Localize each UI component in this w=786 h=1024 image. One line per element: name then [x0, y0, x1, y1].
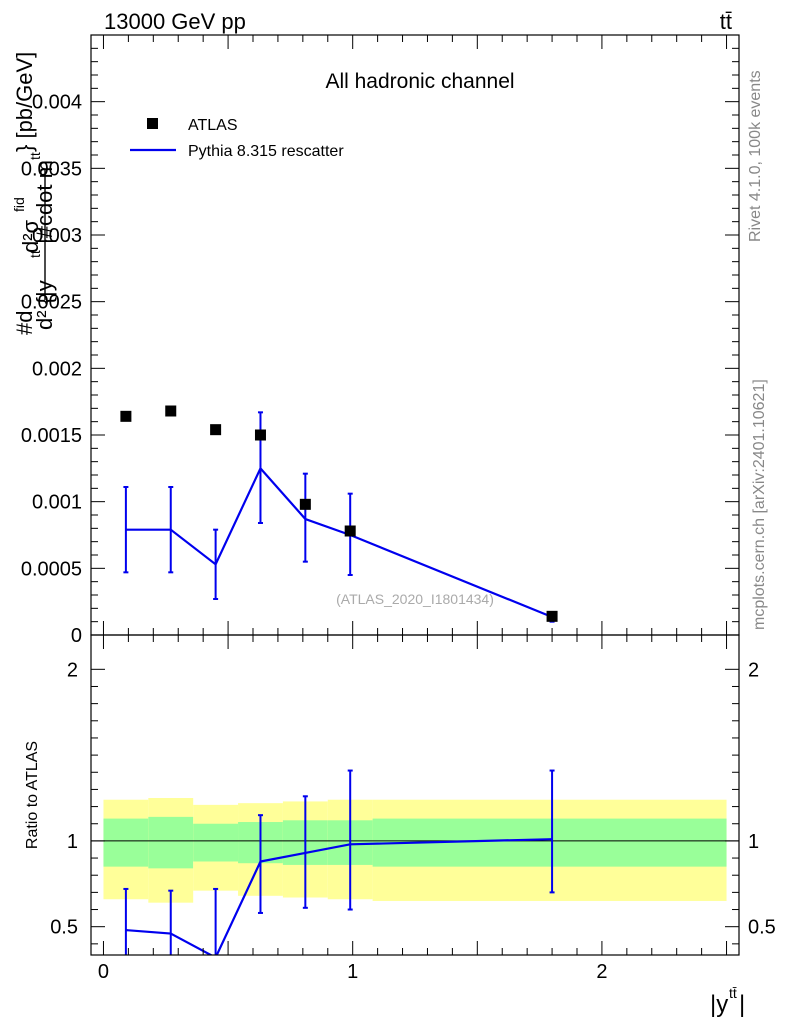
y-tick-label-main: 0.004 [32, 92, 82, 114]
x-label-main: |y [710, 991, 728, 1018]
y-tick-label-main: 0.001 [32, 492, 82, 514]
y-tick-label-ratio-right: 1 [748, 831, 759, 853]
y-label-denominator-tail: |#cdot m [32, 160, 57, 244]
y-tick-label-main: 0 [71, 625, 82, 647]
legend-atlas-marker [147, 118, 158, 129]
atlas-data-point [254, 429, 266, 441]
y-label-denominator: d² {|y [32, 280, 57, 330]
y-tick-label-ratio-right: 2 [748, 659, 759, 681]
ratio-y-axis-label: Ratio to ATLAS [24, 741, 41, 849]
ratio-band-inner [193, 823, 239, 862]
ratio-band-inner [103, 818, 149, 867]
y-tick-label-main: 0.0035 [21, 158, 82, 180]
y-tick-label-ratio: 2 [67, 659, 78, 681]
atlas-data-point [546, 610, 558, 622]
atlas-data-point [120, 410, 132, 422]
legend-pythia-label: Pythia 8.315 rescatter [188, 143, 344, 160]
main-plot-area [120, 405, 558, 623]
axes: 0 1 200.00050.0010.00150.0020.00250.0030.0… [21, 34, 776, 983]
y-label-numerator-sup: fid [11, 197, 27, 212]
atlas-data-point [299, 498, 311, 510]
energy-label: 13000 GeV pp [104, 9, 246, 34]
ratio-plot-area [123, 769, 555, 955]
process-label: tt̄ [720, 9, 732, 34]
ratio-frame [90, 634, 740, 956]
ratio-band-inner [148, 816, 194, 869]
x-tick-label: 0 [98, 961, 109, 983]
ratio-uncertainty-bands [103, 798, 727, 903]
rivet-label: Rivet 4.1.0, 100k events [747, 70, 764, 242]
y-tick-label-main: 0.0015 [21, 425, 82, 447]
atlas-data-point [344, 525, 356, 537]
atlas-data-point [165, 405, 177, 417]
y-label-numerator: d²σ [18, 219, 43, 253]
y-label-denominator-sup: tt [27, 250, 43, 258]
legend-atlas-label: ATLAS [188, 117, 238, 134]
y-label-denominator-tail-sup: tt [27, 152, 43, 160]
y-tick-label-ratio: 0.5 [50, 917, 78, 939]
x-axis-label: |y tt̄ | [710, 985, 745, 1018]
x-label-sup: tt̄ [729, 985, 737, 1001]
analysis-watermark: (ATLAS_2020_I1801434) [336, 591, 494, 607]
y-label-prefix: #d [12, 311, 37, 335]
atlas-data-point [210, 424, 222, 436]
x-label-tail: | [739, 991, 745, 1018]
y-label-suffix: } [pb/GeV] [12, 52, 37, 152]
legend: ATLAS Pythia 8.315 rescatter [130, 117, 344, 160]
chart-title: All hadronic channel [325, 70, 514, 93]
main-y-axis-label: #d d²σ fid d² {|y tt |#cdot m tt } [pb/G… [11, 52, 57, 335]
x-tick-label: 1 [347, 961, 358, 983]
x-tick-label: 2 [596, 961, 607, 983]
y-tick-label-main: 0.002 [32, 358, 82, 380]
y-tick-label-main: 0.0005 [21, 558, 82, 580]
y-tick-label-ratio-right: 0.5 [748, 917, 776, 939]
mcplots-label: mcplots.cern.ch [arXiv:2401.10621] [751, 379, 768, 630]
y-tick-label-main: 0.0025 [21, 292, 82, 314]
y-tick-label-ratio: 1 [67, 831, 78, 853]
